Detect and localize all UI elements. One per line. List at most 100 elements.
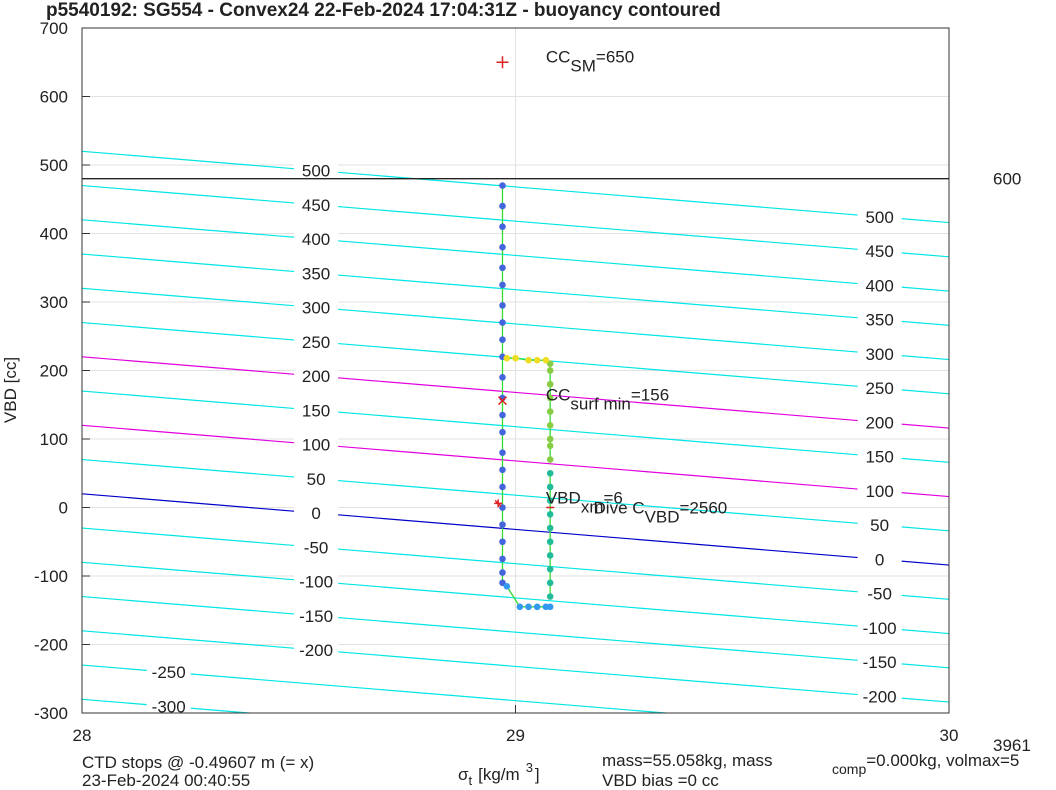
point — [546, 394, 554, 402]
contour-label-bg — [146, 663, 191, 682]
point — [546, 367, 554, 374]
y-tick-label: 200 — [40, 362, 68, 381]
contour-label-bg — [857, 481, 902, 500]
marker-label: CCsurf min=156 — [546, 386, 669, 414]
footer-mass: mass=55.058kg, mass — [602, 751, 773, 770]
point — [546, 593, 554, 600]
contour-label: 400 — [302, 230, 330, 249]
contour-label-bg — [146, 697, 191, 713]
contour-label-bg — [294, 504, 339, 523]
contour-label: 200 — [302, 367, 330, 386]
point — [503, 582, 511, 590]
contour-line — [82, 184, 949, 258]
y-axis-label: VBD [cc] — [1, 357, 20, 423]
footer-right-1: mass=55.058kg, mass comp=0.000kg, volmax=… — [602, 751, 1019, 777]
contour-label: 50 — [870, 516, 889, 535]
contour-label: -100 — [299, 573, 333, 592]
contour-line — [82, 219, 949, 292]
contour-label: 500 — [865, 208, 893, 227]
point — [499, 466, 506, 474]
point — [546, 469, 554, 477]
point — [533, 603, 541, 611]
point — [542, 356, 550, 364]
contour-label-bg — [857, 276, 902, 295]
contour-line — [82, 698, 257, 713]
y-tick-label: 300 — [40, 293, 68, 312]
point — [525, 603, 532, 611]
y-tick-label: -300 — [34, 704, 68, 723]
marker-label-sub: VBD — [645, 508, 680, 527]
point — [503, 354, 511, 362]
contour-label: 150 — [302, 401, 330, 420]
hline-label: 600 — [993, 170, 1021, 189]
y-tick-label: 700 — [40, 19, 68, 38]
point — [546, 497, 554, 504]
marker-label: VBDxm=6 — [546, 488, 623, 516]
point — [516, 603, 524, 611]
point — [499, 182, 506, 189]
point — [546, 552, 554, 559]
marker-label-sub: SM — [570, 56, 596, 75]
footer-left-1: CTD stops @ -0.49607 m (= x) — [82, 753, 314, 772]
marker-label: Dive CVBD=2560 — [594, 499, 728, 527]
contour-label: 0 — [875, 550, 884, 569]
marker-label-sub: surf min — [570, 395, 630, 414]
marker-label-value: =156 — [631, 386, 669, 405]
point — [499, 428, 506, 436]
contour-label-bg — [294, 230, 339, 249]
contour-label-bg — [857, 584, 902, 603]
x-label-sup: 3 — [526, 760, 533, 775]
point — [499, 538, 506, 546]
point — [499, 411, 506, 419]
point — [499, 223, 506, 230]
x-label-sub: t — [469, 773, 473, 788]
point — [546, 538, 554, 546]
contour-label-bg — [857, 550, 902, 569]
contour-line — [82, 527, 949, 600]
point — [546, 524, 554, 532]
contour-label: 300 — [865, 345, 893, 364]
point — [499, 243, 506, 251]
marker-label-sub: xm — [581, 497, 604, 516]
contour-line — [82, 390, 949, 463]
contour-label-bg — [294, 332, 339, 351]
contour-label: -50 — [304, 538, 329, 557]
marker-label-value: =650 — [596, 47, 634, 66]
marker — [496, 56, 509, 69]
contour-label: -200 — [863, 687, 897, 706]
contour-label: -200 — [299, 641, 333, 660]
contour-line — [82, 458, 949, 532]
contour-label-bg — [857, 242, 902, 261]
contour-label-bg — [294, 298, 339, 317]
contour-label: 450 — [302, 196, 330, 215]
contour-label: 250 — [302, 333, 330, 352]
y-tick-label: 0 — [59, 499, 68, 518]
contour-label: 500 — [302, 162, 330, 181]
point — [546, 565, 554, 573]
point — [546, 511, 554, 518]
marker-label-main: VBD — [546, 488, 581, 507]
contour-label: 350 — [865, 311, 893, 330]
point — [525, 356, 532, 364]
contour-label: 200 — [865, 413, 893, 432]
footer-left-2: 23-Feb-2024 00:40:55 — [82, 771, 250, 790]
point — [499, 555, 506, 563]
contour-label: 250 — [865, 379, 893, 398]
point — [499, 521, 506, 528]
point — [499, 449, 506, 457]
marker-label-main: CC — [546, 47, 571, 66]
contour-label-bg — [294, 435, 339, 454]
point — [546, 456, 554, 463]
point — [499, 302, 506, 309]
contour-label: 100 — [302, 436, 330, 455]
marker — [494, 499, 503, 508]
contour-label-bg — [294, 469, 339, 488]
contour-label: 150 — [865, 448, 893, 467]
contour-label-bg — [294, 641, 339, 660]
point — [546, 483, 554, 491]
contour-label-bg — [857, 413, 902, 432]
contour-label-bg — [294, 401, 339, 420]
marker-label-main: Dive C — [594, 499, 645, 518]
contour-label: -100 — [863, 619, 897, 638]
